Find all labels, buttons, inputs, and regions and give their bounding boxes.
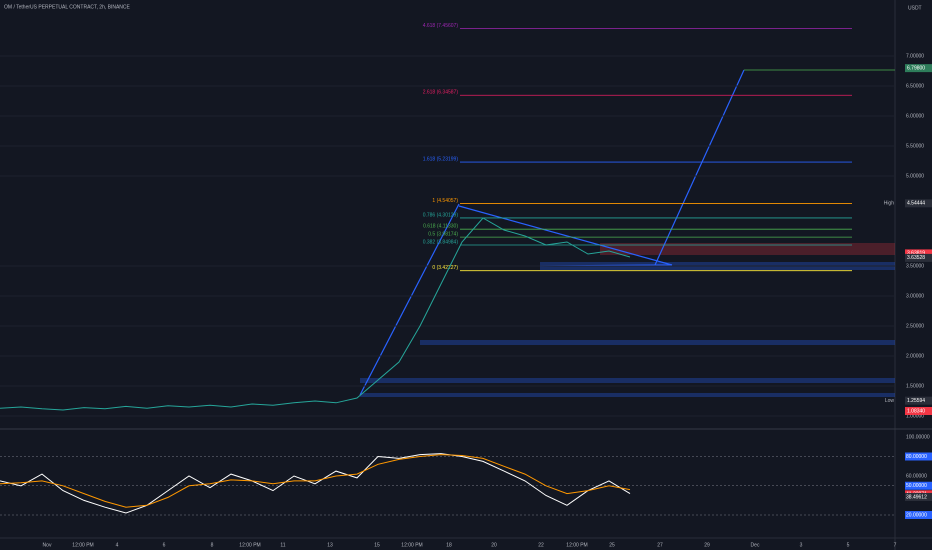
price-label: 3.50000 xyxy=(906,263,924,269)
osc-label: 60.00000 xyxy=(906,473,927,479)
time-label: 6 xyxy=(163,542,166,548)
osc-label: 50.00000 xyxy=(906,483,927,489)
time-label: 18 xyxy=(446,542,452,548)
trend-line xyxy=(359,203,460,396)
price-tag xyxy=(905,253,932,262)
price-label: 7.00000 xyxy=(906,53,924,59)
fib-label: 0 (3.42227) xyxy=(432,265,458,271)
osc-label: 80.00000 xyxy=(906,454,927,460)
time-label: 29 xyxy=(704,542,710,548)
time-label: 13 xyxy=(327,542,333,548)
price-tag xyxy=(905,406,932,415)
currency: USDT xyxy=(908,5,922,11)
fib-label: 0.5 (3.98174) xyxy=(428,231,458,237)
time-label: Nov xyxy=(43,542,52,548)
price-label: 3.00000 xyxy=(906,293,924,299)
time-label: 12:00 PM xyxy=(72,542,93,548)
time-label: Dec xyxy=(751,542,760,548)
fib-label: 2.618 (6.34587) xyxy=(423,90,459,96)
time-label: 8 xyxy=(211,542,214,548)
fib-label: 0.382 (3.84984) xyxy=(423,239,459,245)
price-tag-label: 6.79800 xyxy=(907,65,925,71)
price-tag xyxy=(905,396,932,405)
time-label: 4 xyxy=(116,542,119,548)
projection-line xyxy=(654,69,745,266)
trend-line xyxy=(458,205,673,266)
price-tag xyxy=(905,199,932,208)
osc-slow xyxy=(0,454,631,508)
zone xyxy=(420,340,895,345)
price-label: 1.50000 xyxy=(906,383,924,389)
time-label: 3 xyxy=(800,542,803,548)
time-label: 15 xyxy=(374,542,380,548)
price-label: 2.00000 xyxy=(906,353,924,359)
price-tag-label: 1.08340 xyxy=(907,408,925,414)
time-label: 25 xyxy=(609,542,615,548)
time-label: 22 xyxy=(538,542,544,548)
price-tag-label: 1.25594 xyxy=(907,398,925,404)
fib-label: 1.618 (5.23199) xyxy=(423,156,459,162)
osc-tag xyxy=(905,492,932,501)
price-pane: 7.00000 6.50000 6.00000 5.50000 5.00000 3.500… xyxy=(0,23,932,419)
price-label: 6.00000 xyxy=(906,113,924,119)
zone xyxy=(360,393,895,397)
time-label: 12:00 PM xyxy=(239,542,260,548)
zone xyxy=(600,243,895,255)
time-label: 12:00 PM xyxy=(566,542,587,548)
time-label: 20 xyxy=(491,542,497,548)
price-label: 5.00000 xyxy=(906,173,924,179)
price-label: 2.50000 xyxy=(906,323,924,329)
fib-label: 0.786 (4.30129) xyxy=(423,212,459,218)
price-tag-name: High xyxy=(884,201,895,207)
price-line xyxy=(0,217,631,411)
fib-label: 4.618 (7.45607) xyxy=(423,23,459,29)
price-label: 1.00000 xyxy=(906,413,924,419)
osc-tag xyxy=(905,511,932,519)
price-tag xyxy=(905,64,932,73)
time-label: 11 xyxy=(280,542,285,548)
price-tag-label: 3.63819 xyxy=(907,251,925,257)
fib-label: 1 (4.54057) xyxy=(432,198,458,204)
price-tag xyxy=(905,249,932,258)
time-label: 27 xyxy=(657,542,663,548)
osc-label: 38.49612 xyxy=(906,494,927,500)
osc-tag xyxy=(905,481,932,490)
time-label: 5 xyxy=(847,542,850,548)
time-axis: Nov 12:00 PM 4 6 8 12:00 PM 11 13 15 12:00 PM 18 20… xyxy=(43,542,897,548)
zone xyxy=(360,378,895,383)
osc-label: 20.00000 xyxy=(906,512,927,518)
fib-label: 0.618 (4.11330) xyxy=(423,224,458,230)
oscillator-pane: 100.0000080.0000060.0000050.0000041.2287… xyxy=(0,434,932,519)
price-tag-label: 4.54444 xyxy=(907,201,925,207)
price-tag-label: 3.63528 xyxy=(907,255,925,261)
price-label: 5.50000 xyxy=(906,143,924,149)
time-label: 12:00 PM xyxy=(401,542,422,548)
osc-fast xyxy=(0,453,631,514)
price-label: 6.50000 xyxy=(906,83,924,89)
symbol-title: OM / TetherUS PERPETUAL CONTRACT, 2h, BI… xyxy=(4,4,131,10)
osc-label: 100.00000 xyxy=(906,434,930,440)
osc-tag xyxy=(905,452,932,461)
price-tag-name: Low xyxy=(885,398,895,404)
time-label: 7 xyxy=(894,542,897,548)
